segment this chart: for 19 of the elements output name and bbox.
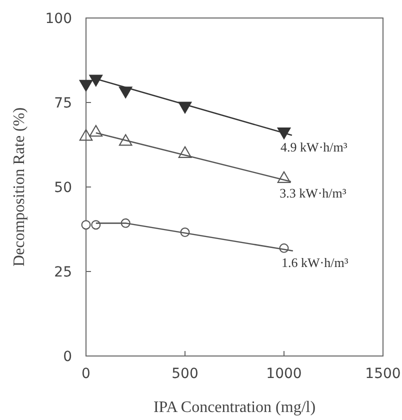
x-tick-label: 1000 (266, 366, 302, 382)
series-label: 3.3 kW·h/m³ (280, 186, 346, 201)
point (91, 220, 101, 230)
series-label: 4.9 kW·h/m³ (280, 139, 348, 154)
x-tick-label: 0 (82, 366, 90, 382)
y-tick-label: 50 (54, 180, 72, 196)
y-tick-label: 25 (54, 264, 72, 280)
series-label: 1.6 kW·h/m³ (282, 254, 348, 270)
point (89, 74, 103, 86)
y-tick-label: 0 (63, 348, 72, 365)
y-axis-title: Decomposition Rate (%) (11, 107, 28, 267)
point (81, 220, 91, 230)
y-tick-label: 75 (54, 95, 72, 112)
point (118, 86, 132, 98)
x-tick-label: 500 (172, 366, 198, 382)
x-tick-label: 1500 (365, 366, 401, 382)
y-tick-label: 100 (45, 10, 72, 27)
point (79, 80, 93, 92)
x-axis-title: IPA Concentration (mg/l) (153, 399, 316, 416)
